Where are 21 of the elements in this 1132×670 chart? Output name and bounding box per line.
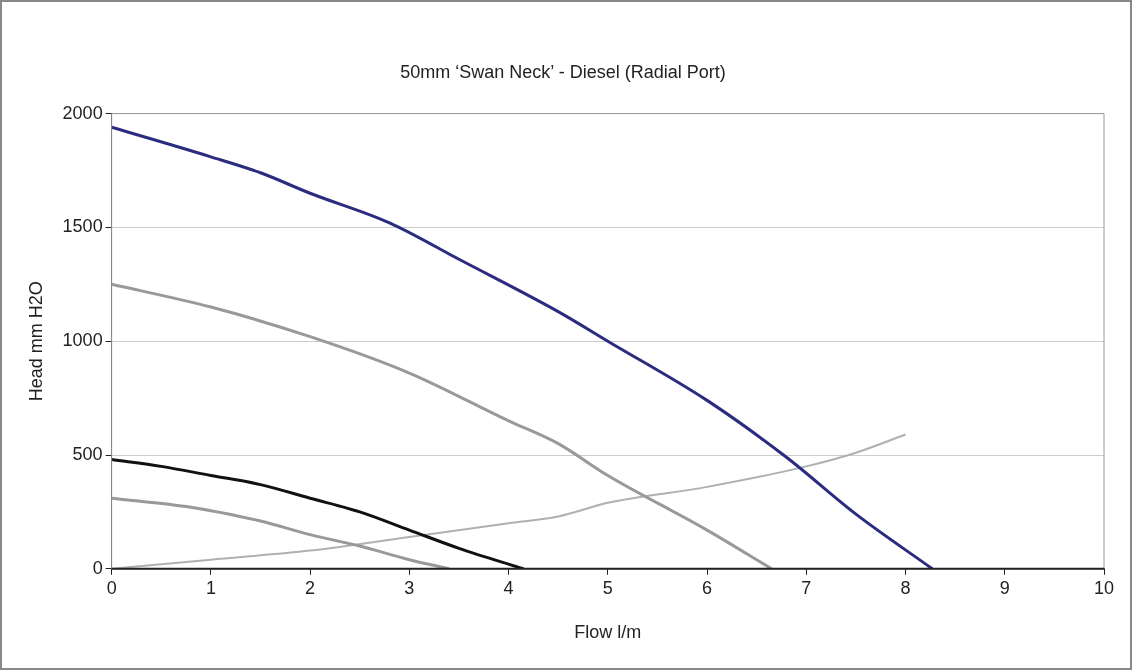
x-tick-label: 4 bbox=[503, 577, 514, 598]
x-tick-label: 1 bbox=[205, 577, 216, 598]
line-series bbox=[111, 125, 934, 569]
x-axis-title: Flow l/m bbox=[574, 622, 642, 643]
x-tick-label: 0 bbox=[106, 577, 117, 598]
x-tick-label: 2 bbox=[305, 577, 316, 598]
y-tick-label: 0 bbox=[92, 557, 103, 578]
y-tick-label: 1500 bbox=[62, 216, 103, 237]
x-tick-label: 10 bbox=[1093, 577, 1115, 598]
x-tick-label: 5 bbox=[602, 577, 613, 598]
y-tick-label: 500 bbox=[72, 443, 103, 464]
line-series bbox=[111, 458, 525, 569]
y-axis-title: Head mm H2O bbox=[25, 281, 46, 402]
x-tick-label: 6 bbox=[702, 577, 713, 598]
y-tick-label: 1000 bbox=[62, 330, 103, 351]
x-tick-label: 8 bbox=[900, 577, 911, 598]
x-tick-label: 9 bbox=[999, 577, 1010, 598]
x-tick-label: 3 bbox=[404, 577, 415, 598]
chart-title: 50mm ‘Swan Neck’ - Diesel (Radial Port) bbox=[400, 61, 726, 82]
y-tick-label: 2000 bbox=[62, 102, 103, 123]
x-tick-label: 7 bbox=[801, 577, 812, 598]
